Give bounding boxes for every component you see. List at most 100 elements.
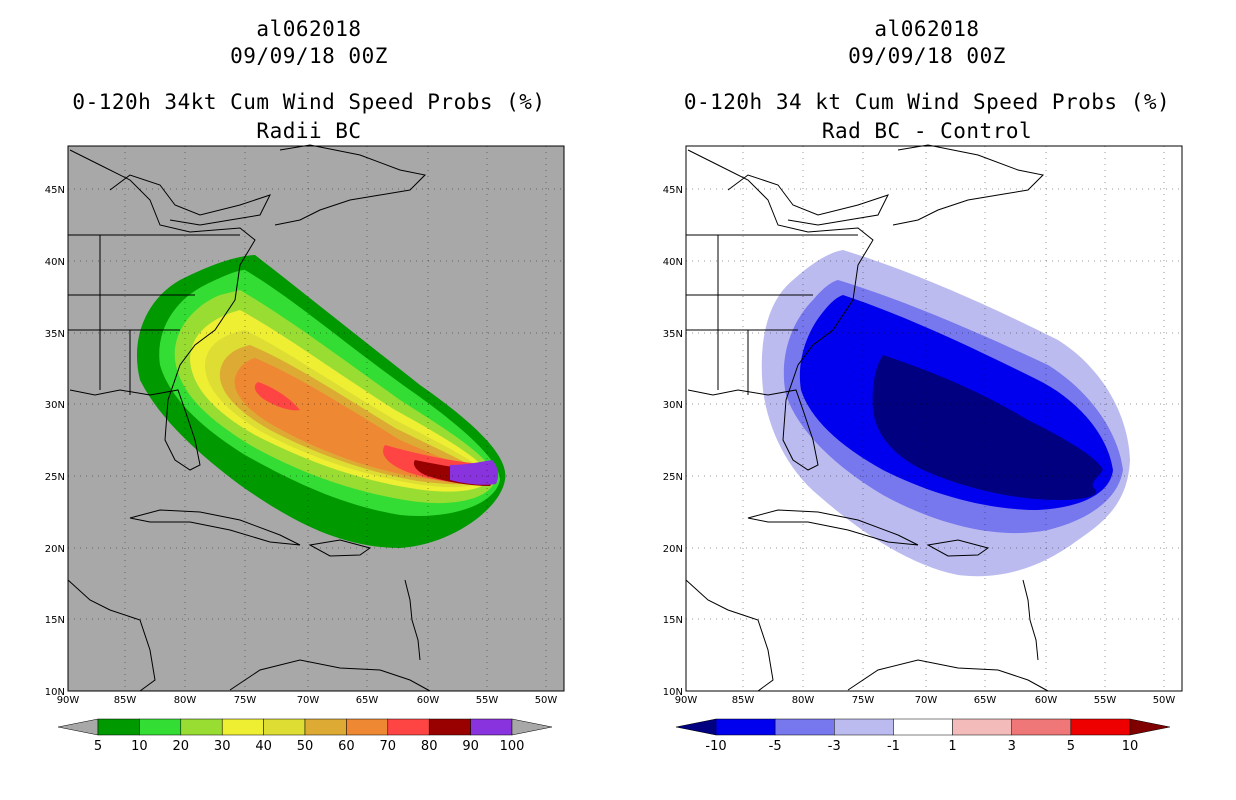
lon-label: 75W	[234, 695, 257, 706]
grid	[686, 146, 1182, 691]
lat-label: 20N	[45, 544, 65, 555]
lesser-antilles	[1022, 579, 1039, 661]
colorbar-arrow-high	[511, 718, 553, 736]
hispaniola	[926, 539, 990, 557]
lat-label: 45N	[45, 185, 65, 196]
lon-label: 65W	[356, 695, 379, 706]
hispaniola	[308, 539, 372, 557]
lon-label: 90W	[57, 695, 80, 706]
colorbar-segment	[346, 718, 389, 736]
colorbar-label: 1	[948, 739, 956, 754]
coastlines	[685, 144, 1049, 692]
colorbar-arrow-high	[1129, 718, 1171, 736]
colorbar-segment	[1070, 718, 1131, 736]
lat-label: 40N	[663, 257, 683, 268]
storm-id-title: al062018	[256, 17, 362, 41]
colorbar-label: 50	[297, 739, 314, 754]
lon-label: 65W	[974, 695, 997, 706]
central-america	[685, 579, 774, 692]
colorbar-arrow-low	[675, 718, 717, 736]
left-map: 45N 40N 35N 30N 25N 20N 15N 10N 90W 85W …	[45, 144, 565, 754]
colorbar-label: 10	[1122, 739, 1139, 754]
left-panel: al062018 09/09/18 00Z 0-120h 34kt Cum Wi…	[45, 17, 565, 754]
lon-label: 50W	[1153, 695, 1176, 706]
lat-label: 45N	[663, 185, 683, 196]
lat-label: 40N	[45, 257, 65, 268]
colorbar-segment	[221, 718, 264, 736]
colorbar-segment	[387, 718, 430, 736]
colorbar-label: -5	[769, 739, 782, 754]
difference-shading	[761, 250, 1130, 577]
right-panel: al062018 09/09/18 00Z 0-120h 34 kt Cum W…	[618, 0, 1236, 800]
lat-label: 35N	[45, 329, 65, 340]
product-title: 0-120h 34 kt Cum Wind Speed Probs (%)	[683, 90, 1171, 114]
prob-band-70	[254, 382, 496, 485]
colorbar-segment	[715, 718, 776, 736]
canada-maritimes	[274, 144, 427, 226]
lat-label: 30N	[45, 400, 65, 411]
lon-label: 85W	[732, 695, 755, 706]
lat-tick-labels: 45N 40N 35N 30N 25N 20N 15N 10N	[45, 185, 65, 698]
great-lakes	[109, 174, 271, 226]
cuba	[129, 509, 301, 546]
colorbar-label: 80	[421, 739, 438, 754]
south-america	[229, 659, 431, 692]
lon-label: 60W	[1035, 695, 1058, 706]
lon-label: 70W	[297, 695, 320, 706]
us-east-coast	[687, 149, 874, 471]
colorbar-segment	[952, 718, 1012, 736]
colorbar-segment	[180, 718, 223, 736]
colorbar-label: -3	[828, 739, 841, 754]
lon-label: 60W	[417, 695, 440, 706]
lon-label: 55W	[1094, 695, 1117, 706]
subtitle: Radii BC	[256, 119, 362, 143]
lon-label: 50W	[535, 695, 558, 706]
colorbar-label: 30	[214, 739, 231, 754]
colorbar-segment	[774, 718, 835, 736]
us-east-coast	[69, 149, 256, 471]
lon-label: 80W	[792, 695, 815, 706]
coastlines	[67, 144, 431, 692]
right-map: 45N 40N 35N 30N 25N 20N 15N 10N 90W 85W …	[663, 144, 1183, 754]
colorbar-segment	[428, 718, 471, 736]
colorbar-label: 3	[1008, 739, 1016, 754]
colorbar-label: 10	[131, 739, 148, 754]
lat-tick-labels: 45N 40N 35N 30N 25N 20N 15N 10N	[663, 185, 683, 698]
diff-band-minus10	[872, 355, 1103, 500]
lon-label: 55W	[476, 695, 499, 706]
lat-label: 25N	[663, 472, 683, 483]
lat-label: 35N	[663, 329, 683, 340]
colorbar-label: 40	[255, 739, 272, 754]
colorbar-label: 70	[380, 739, 397, 754]
colorbar-label: 5	[94, 739, 102, 754]
map-frame	[685, 145, 1183, 692]
canada-maritimes	[892, 144, 1045, 226]
lon-label: 70W	[915, 695, 938, 706]
lon-tick-labels: 90W 85W 80W 75W 70W 65W 60W 55W 50W	[57, 695, 558, 706]
datetime-title: 09/09/18 00Z	[848, 44, 1006, 68]
colorbar-label: 100	[500, 739, 525, 754]
product-title: 0-120h 34kt Cum Wind Speed Probs (%)	[72, 90, 546, 114]
lat-label: 15N	[663, 615, 683, 626]
colorbar-segment	[263, 718, 306, 736]
us-state-lines	[686, 234, 858, 395]
map-frame	[67, 145, 565, 692]
central-america	[67, 579, 156, 692]
probability-shading	[136, 255, 506, 548]
us-state-lines	[68, 234, 240, 395]
grid	[68, 146, 564, 691]
cuba	[747, 509, 919, 546]
lon-label: 85W	[114, 695, 137, 706]
south-america	[847, 659, 1049, 692]
colorbar-segment	[139, 718, 182, 736]
lat-label: 20N	[663, 544, 683, 555]
colorbar-segment	[893, 718, 953, 736]
subtitle: Rad BC - Control	[821, 119, 1033, 143]
colorbar-label: 5	[1067, 739, 1075, 754]
colorbar: 5 10 20 30 40 50 60 70 80 90 100	[57, 718, 553, 754]
lon-label: 75W	[852, 695, 875, 706]
colorbar-segment	[97, 718, 140, 736]
colorbar-label: -10	[705, 739, 726, 754]
colorbar-arrow-low	[57, 718, 99, 736]
lon-tick-labels: 90W 85W 80W 75W 70W 65W 60W 55W 50W	[675, 695, 1176, 706]
